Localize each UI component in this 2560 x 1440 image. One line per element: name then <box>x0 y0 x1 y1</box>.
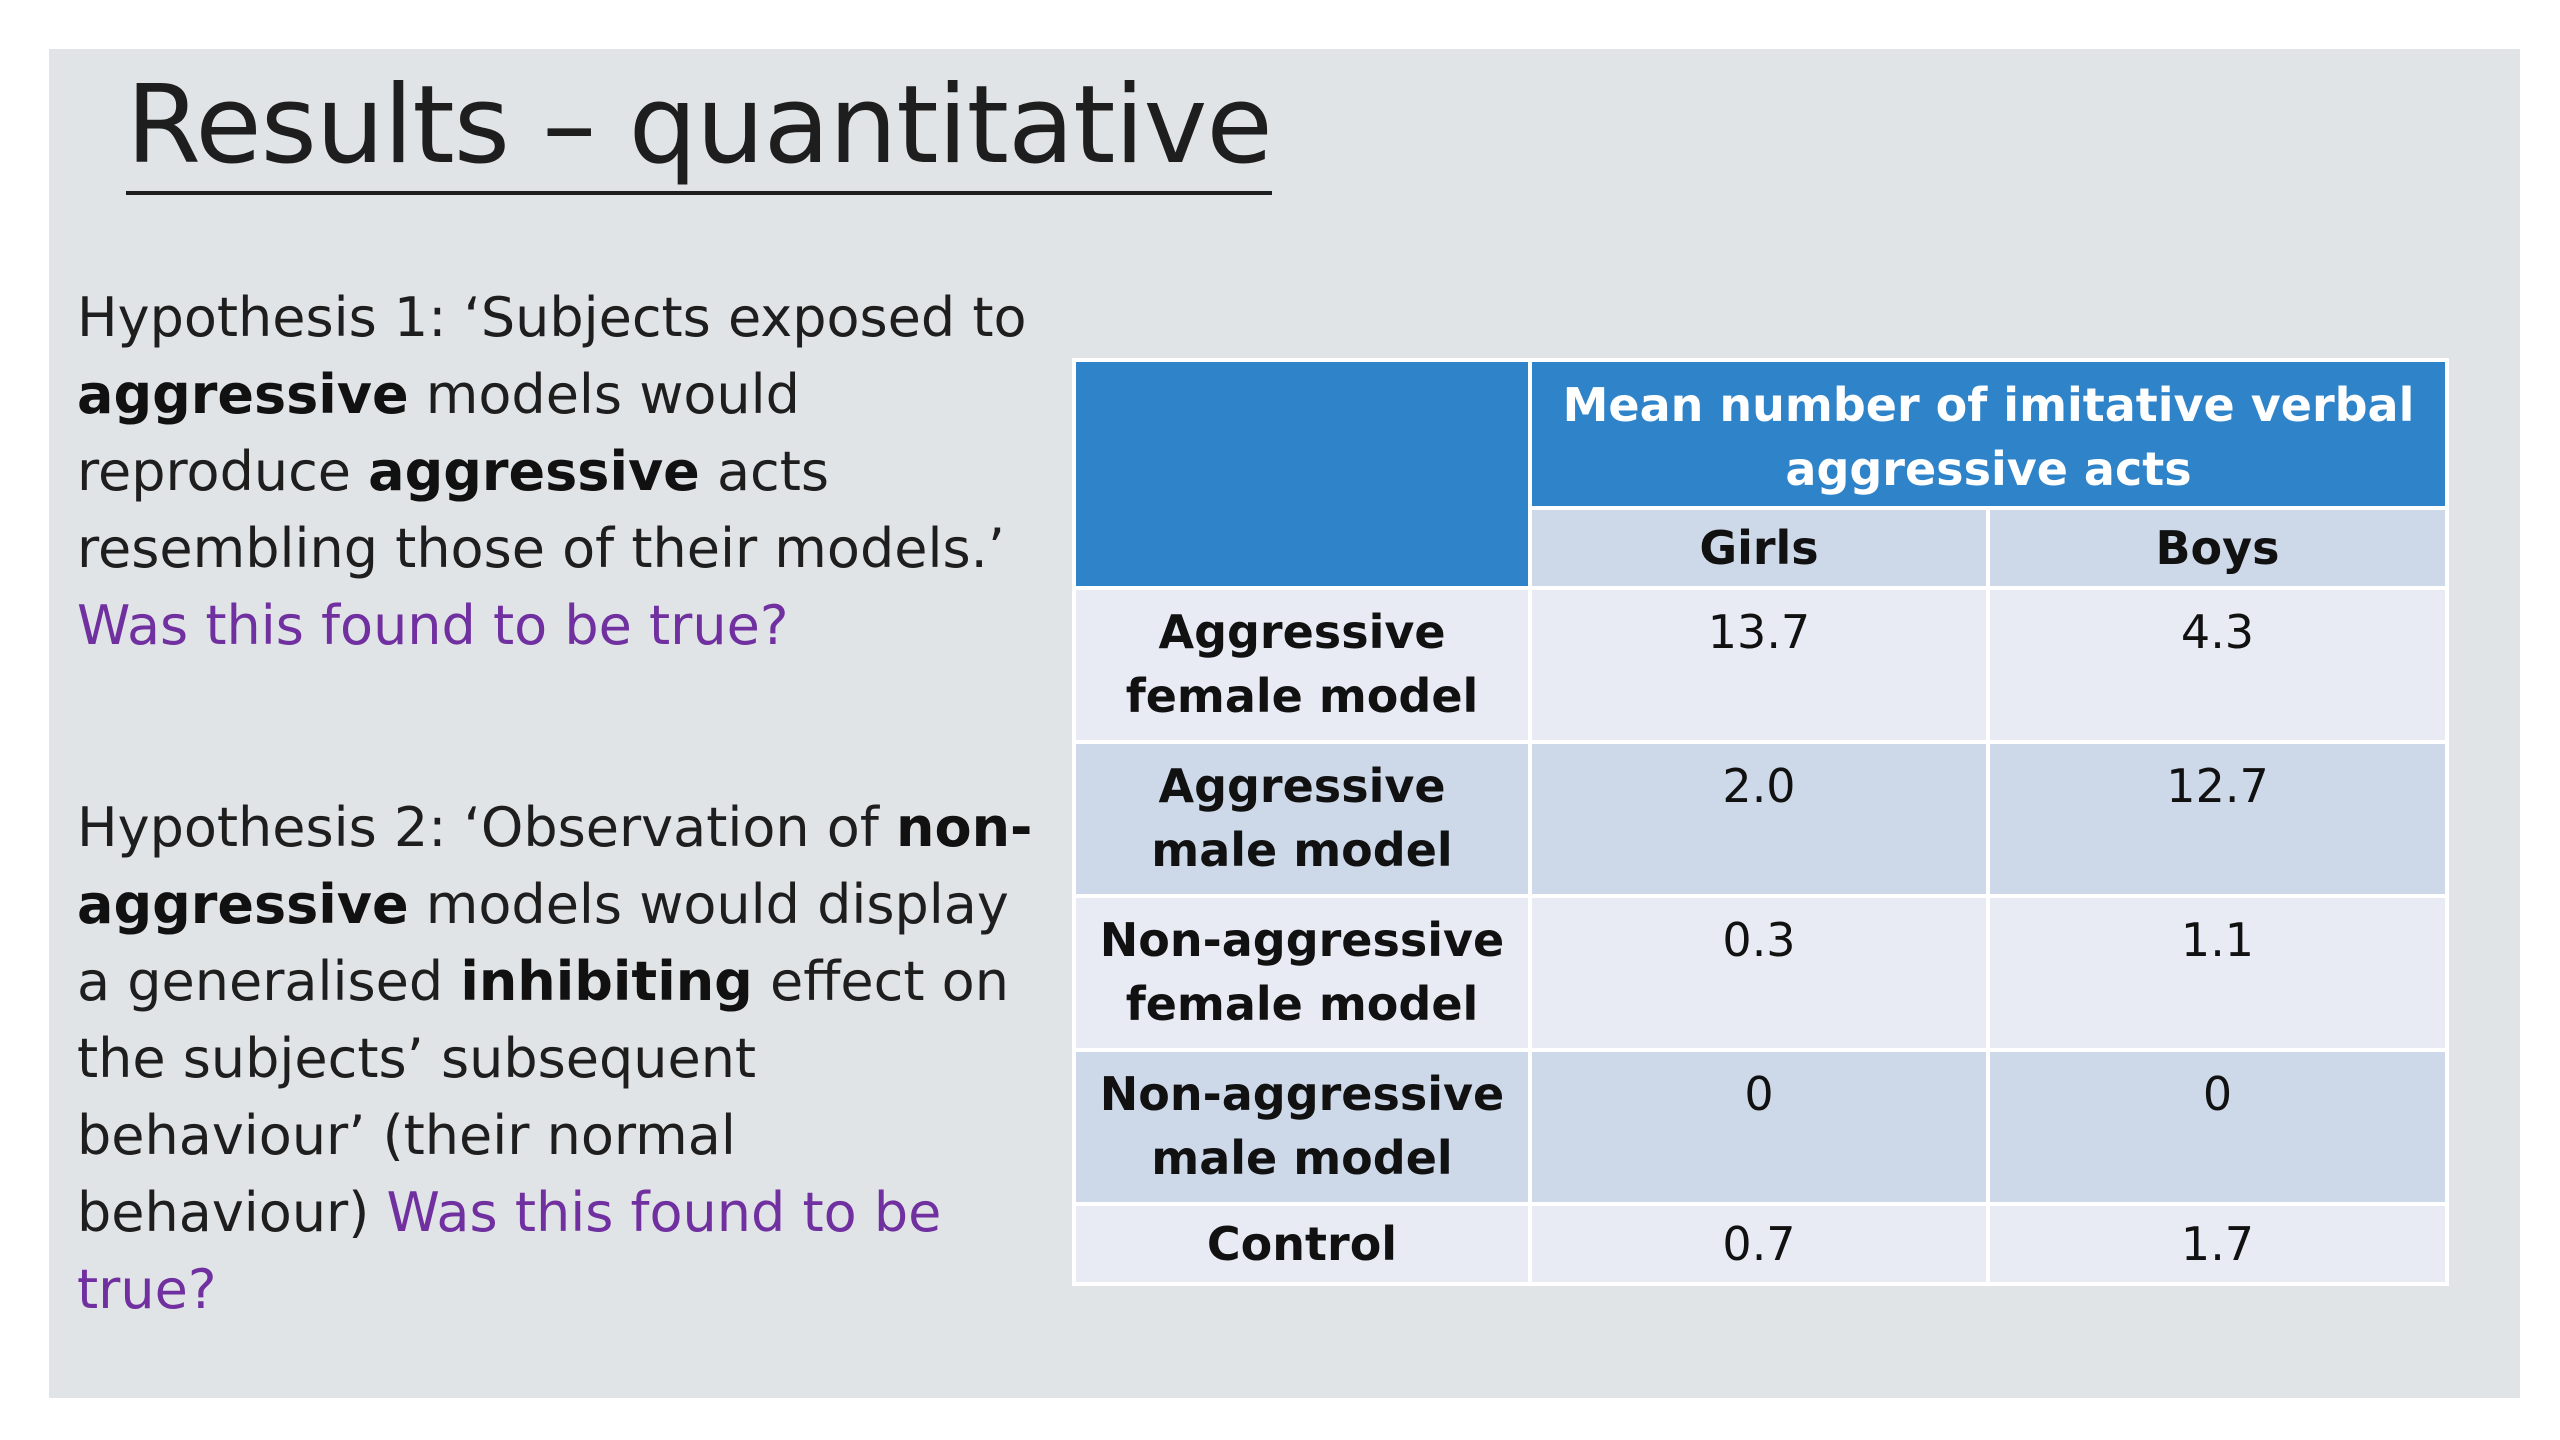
hypothesis-1: Hypothesis 1: ‘Subjects exposed to aggre… <box>77 279 1037 664</box>
slide: Results – quantitative Hypothesis 1: ‘Su… <box>49 49 2520 1398</box>
row-label: Aggressive female model <box>1072 586 1532 744</box>
hypothesis-2-text-1: Hypothesis 2: ‘Observation of <box>77 796 897 859</box>
table-row: Non-aggressive female model 0.3 1.1 <box>1072 894 2450 1052</box>
table-subheader-row: Girls Boys <box>1074 506 2450 590</box>
cell-girls: 0.7 <box>1528 1202 1990 1286</box>
column-header-boys: Boys <box>1985 506 2450 590</box>
cell-girls: 0 <box>1528 1048 1990 1206</box>
cell-boys: 1.1 <box>1985 894 2450 1052</box>
cell-girls: 0.3 <box>1528 894 1990 1052</box>
hypothesis-1-bold-1: aggressive <box>77 363 409 426</box>
table-row: Non-aggressive male model 0 0 <box>1072 1048 2450 1206</box>
table-header-title: Mean number of imitative verbal aggressi… <box>1527 358 2450 510</box>
hypothesis-1-text-2: models would reproduce <box>77 363 800 503</box>
row-label: Control <box>1072 1202 1532 1286</box>
table-row: Aggressive female model 13.7 4.3 <box>1072 586 2450 744</box>
hypothesis-2-text-3: effect on the subjects’ subsequent behav… <box>77 950 1009 1244</box>
table-header-row: Mean number of imitative verbal aggressi… <box>1072 358 2450 590</box>
cell-boys: 12.7 <box>1985 740 2450 898</box>
cell-girls: 2.0 <box>1528 740 1990 898</box>
table-row: Aggressive male model 2.0 12.7 <box>1072 740 2450 898</box>
row-label: Non-aggressive female model <box>1072 894 1532 1052</box>
hypothesis-2-bold-2: inhibiting <box>460 950 753 1013</box>
hypothesis-2-bold-1: non-aggressive <box>77 796 1033 936</box>
row-label: Aggressive male model <box>1072 740 1532 898</box>
slide-title: Results – quantitative <box>126 61 1273 195</box>
hypothesis-1-bold-2: aggressive <box>368 440 700 503</box>
row-label: Non-aggressive male model <box>1072 1048 1532 1206</box>
cell-boys: 1.7 <box>1985 1202 2450 1286</box>
cell-boys: 4.3 <box>1985 586 2450 744</box>
table-row: Control 0.7 1.7 <box>1072 1202 2450 1286</box>
hypothesis-1-question: Was this found to be true? <box>77 594 789 657</box>
cell-boys: 0 <box>1985 1048 2450 1206</box>
cell-girls: 13.7 <box>1528 586 1990 744</box>
hypothesis-2-text-2: models would display a generalised <box>77 873 1009 1013</box>
results-table: Mean number of imitative verbal aggressi… <box>1072 358 2450 1286</box>
hypothesis-1-text-3: acts resembling those of their models.’ <box>77 440 1005 580</box>
hypothesis-2: Hypothesis 2: ‘Observation of non-aggres… <box>77 789 1037 1328</box>
table-corner-cell <box>1072 358 1532 590</box>
hypothesis-2-question: Was this found to be true? <box>77 1181 942 1321</box>
column-header-girls: Girls <box>1528 506 1990 590</box>
hypothesis-1-text-1: Hypothesis 1: ‘Subjects exposed to <box>77 286 1027 349</box>
